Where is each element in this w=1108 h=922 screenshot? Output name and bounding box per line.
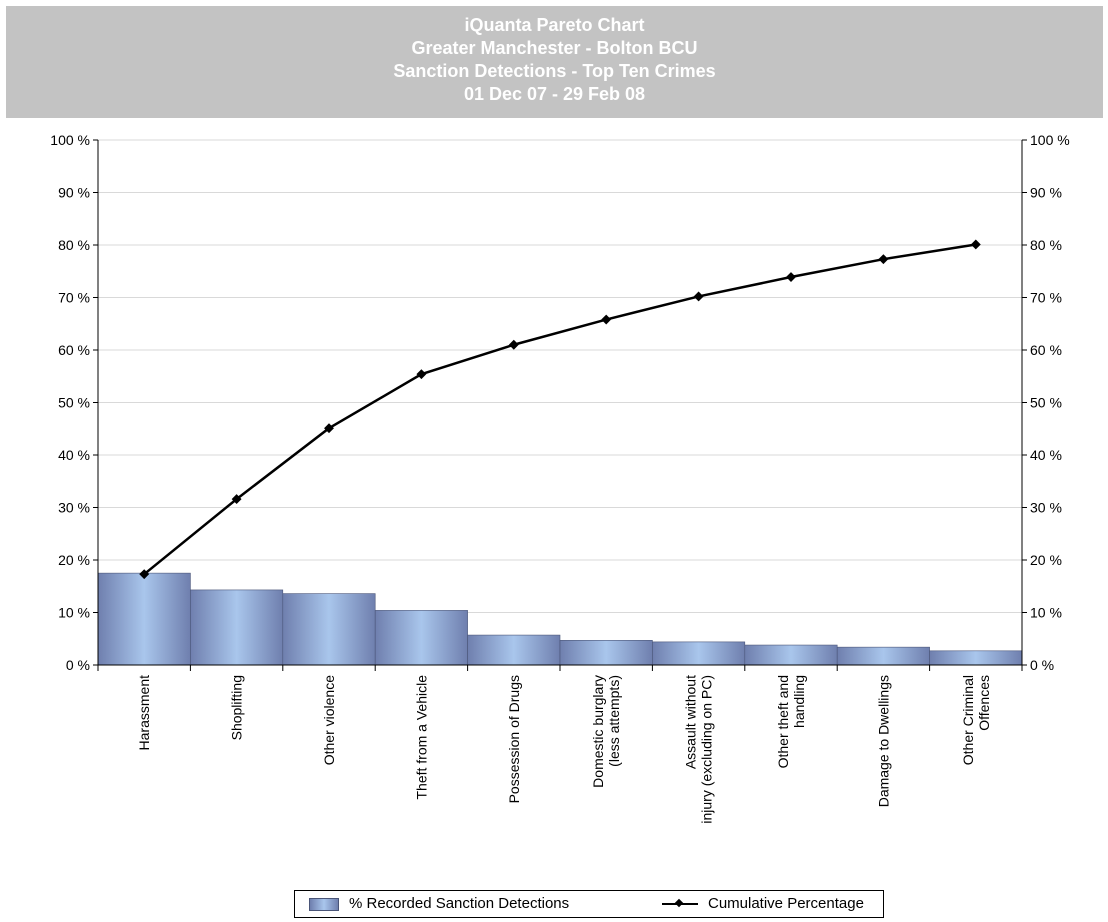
y-tick-label-left: 70 % bbox=[58, 290, 90, 306]
bar bbox=[374, 610, 468, 666]
bar-legend-swatch bbox=[309, 898, 339, 911]
chart-subtitle-measure: Sanction Detections - Top Ten Crimes bbox=[393, 61, 716, 81]
y-tick-label-right: 0 % bbox=[1030, 657, 1054, 673]
cumulative-point bbox=[970, 239, 981, 250]
x-category-label: Possession of Drugs bbox=[506, 675, 522, 803]
chart-header: iQuanta Pareto Chart Greater Manchester … bbox=[6, 6, 1103, 118]
x-category-label: Assault without bbox=[683, 675, 699, 769]
cumulative-point bbox=[878, 254, 889, 265]
y-tick-label-left: 20 % bbox=[58, 552, 90, 568]
y-tick-label-right: 60 % bbox=[1030, 342, 1062, 358]
y-tick-label-right: 100 % bbox=[1030, 132, 1070, 148]
x-category-label: Harassment bbox=[136, 675, 152, 751]
cumulative-point bbox=[601, 314, 612, 325]
cumulative-point bbox=[693, 291, 704, 302]
bar bbox=[282, 593, 376, 666]
bar bbox=[929, 650, 1023, 666]
cumulative-point bbox=[416, 369, 427, 380]
chart-subtitle-period: 01 Dec 07 - 29 Feb 08 bbox=[463, 84, 646, 104]
y-tick-label-right: 80 % bbox=[1030, 237, 1062, 253]
x-category-label: injury (excluding on PC) bbox=[699, 675, 715, 824]
y-tick-label-left: 90 % bbox=[58, 185, 90, 201]
cumulative-point bbox=[231, 494, 242, 505]
y-tick-label-right: 40 % bbox=[1030, 447, 1062, 463]
x-category-label: handling bbox=[791, 675, 807, 728]
bar bbox=[559, 640, 653, 666]
cumulative-point bbox=[139, 569, 150, 580]
legend-label-line: Cumulative Percentage bbox=[708, 895, 864, 912]
y-tick-label-right: 10 % bbox=[1030, 605, 1062, 621]
bar bbox=[97, 572, 191, 666]
x-category-label: Shoplifting bbox=[229, 675, 245, 740]
bar bbox=[744, 644, 838, 666]
gridlines bbox=[98, 139, 1022, 613]
legend-label-bars: % Recorded Sanction Detections bbox=[349, 895, 570, 912]
x-category-label: Theft from a Vehicle bbox=[413, 675, 429, 800]
bar bbox=[836, 646, 930, 666]
y-tick-label-right: 90 % bbox=[1030, 185, 1062, 201]
pareto-chart: 0 % 0 % 10 % 10 % 20 % 20 % 30 % 30 % 40 % 40 % 50… bbox=[50, 132, 1069, 824]
chart-subtitle-region: Greater Manchester - Bolton BCU bbox=[411, 38, 698, 58]
y-tick-label-left: 80 % bbox=[58, 237, 90, 253]
y-tick-label-left: 50 % bbox=[58, 395, 90, 411]
x-category-label: Other violence bbox=[321, 675, 337, 765]
cumulative-line-series bbox=[139, 239, 981, 580]
y-tick-label-left: 0 % bbox=[66, 657, 90, 673]
cumulative-point bbox=[786, 272, 796, 282]
bar-series bbox=[97, 572, 1023, 666]
bar bbox=[467, 634, 561, 666]
x-category-label: (less attempts) bbox=[606, 675, 622, 767]
x-category-label: Other Criminal bbox=[960, 675, 976, 765]
y-tick-label-right: 20 % bbox=[1030, 552, 1062, 568]
y-tick-label-left: 30 % bbox=[58, 500, 90, 516]
y-tick-label-right: 50 % bbox=[1030, 395, 1062, 411]
bar bbox=[190, 589, 284, 666]
x-category-label: Domestic burglary bbox=[590, 675, 606, 788]
axes bbox=[93, 139, 1027, 671]
cumulative-point bbox=[508, 339, 519, 350]
y-tick-label-left: 60 % bbox=[58, 342, 90, 358]
x-category-label: Offences bbox=[976, 675, 992, 731]
bar bbox=[652, 641, 746, 666]
line-legend-marker bbox=[674, 898, 684, 908]
y-tick-label-right: 70 % bbox=[1030, 290, 1062, 306]
y-tick-label-left: 40 % bbox=[58, 447, 90, 463]
y-tick-label-left: 100 % bbox=[50, 132, 90, 148]
chart-title: iQuanta Pareto Chart bbox=[464, 15, 645, 35]
cumulative-point bbox=[324, 423, 334, 434]
chart-legend: % Recorded Sanction Detections Cumulativ… bbox=[294, 890, 884, 918]
x-category-label: Other theft and bbox=[775, 675, 791, 768]
y-tick-label-left: 10 % bbox=[58, 605, 90, 621]
axis-labels: 0 % 0 % 10 % 10 % 20 % 20 % 30 % 30 % 40 % 40 % 50… bbox=[50, 132, 1069, 824]
y-tick-label-right: 30 % bbox=[1030, 500, 1062, 516]
cumulative-line bbox=[143, 243, 976, 576]
x-category-label: Damage to Dwellings bbox=[875, 675, 891, 807]
